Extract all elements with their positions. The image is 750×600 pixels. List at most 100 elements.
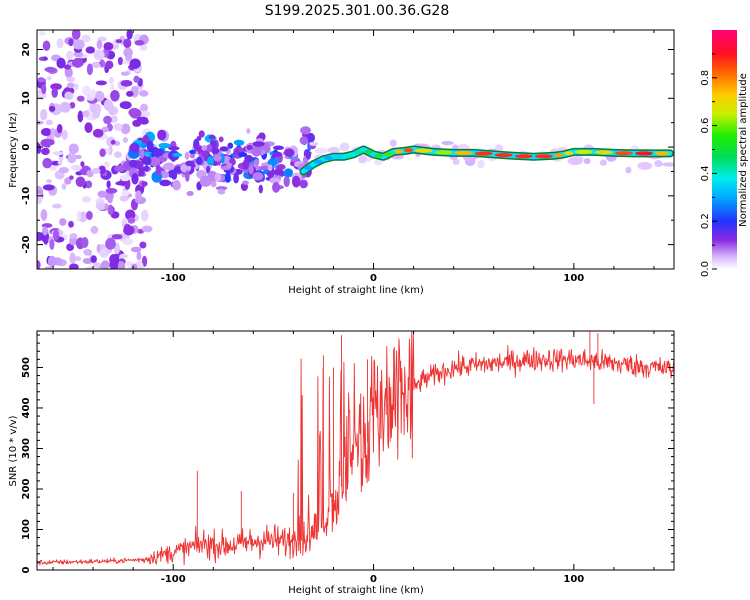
figure-title: S199.2025.301.00.36.G28 — [265, 3, 450, 19]
spectrogram-cell — [64, 177, 72, 185]
ridge-mark — [303, 165, 313, 170]
spectrogram-cell — [122, 137, 129, 143]
spectrogram-cell — [220, 152, 225, 164]
spectrogram-cell — [134, 39, 145, 46]
spectrogram-cell — [74, 83, 79, 91]
spectrogram-y-label: Frequency (Hz) — [8, 112, 19, 188]
spectrogram-cell — [90, 225, 99, 234]
ridge-marks — [303, 148, 670, 170]
spectrogram-cell — [113, 151, 122, 159]
tick-label: -100 — [161, 273, 186, 284]
spectrogram-cell — [213, 154, 222, 162]
spectrogram-cell — [56, 37, 64, 49]
spectrogram-cell — [140, 110, 151, 118]
spectrogram-cell — [72, 39, 85, 50]
spectrogram-cell — [253, 158, 260, 166]
spectrogram-cell — [110, 83, 115, 91]
spectrogram-cell — [237, 152, 248, 157]
spectrogram-frame — [36, 29, 675, 270]
spectrogram-cell — [83, 248, 93, 256]
spectrogram-cell — [64, 91, 73, 100]
ridge-mark — [394, 149, 404, 154]
spectrogram-cell — [64, 66, 73, 79]
spectrogram-cell — [139, 241, 147, 249]
spectrogram-cell — [218, 136, 224, 143]
ridge-mark — [414, 148, 433, 153]
spectrogram-cell — [251, 145, 262, 157]
spectrogram-cell — [227, 142, 234, 149]
spectrogram-cell — [40, 108, 48, 121]
tick-label: 0.8 — [700, 70, 711, 86]
spectrogram-cell — [52, 203, 62, 209]
spectrogram-cell — [46, 76, 52, 81]
ridge-mark — [344, 153, 353, 158]
spectrogram-cell — [291, 175, 301, 188]
spectrogram-cell — [37, 120, 44, 125]
spectrogram-cell — [327, 146, 340, 154]
spectrogram-cell — [138, 166, 146, 172]
spectrogram-cell — [252, 141, 265, 147]
spectrogram-cell — [583, 158, 591, 164]
spectrogram-cell — [224, 171, 231, 183]
spectrogram-cell — [123, 225, 135, 236]
spectrogram-cell — [43, 235, 49, 245]
spectrogram-cell — [115, 181, 127, 186]
spectrogram-cell — [67, 153, 77, 164]
spectrogram-cell — [140, 142, 147, 149]
spectrogram-cell — [96, 243, 101, 254]
ridge-mark — [324, 156, 333, 160]
spectrogram-cell — [138, 90, 149, 97]
spectrogram-cell — [283, 175, 290, 188]
spectrogram-cell — [94, 103, 102, 115]
spectrogram-cell — [104, 204, 109, 210]
spectrogram-cell — [59, 218, 67, 226]
spectrogram-cell — [109, 77, 114, 84]
spectrogram-cell — [246, 128, 251, 134]
spectrogram-cell — [196, 156, 203, 165]
spectrogram-cell — [50, 127, 56, 139]
spectrogram-cell — [208, 134, 216, 140]
spectrogram-cells — [37, 30, 674, 269]
spectrogram-cell — [85, 46, 96, 54]
spectrogram-cell — [81, 237, 89, 248]
spectrogram-cell — [201, 144, 208, 151]
spectrogram-cell — [185, 170, 190, 182]
spectrogram-cell — [452, 158, 460, 166]
spectrogram-cell — [120, 71, 130, 76]
tick-label: 200 — [21, 479, 32, 500]
spectrogram-cell — [91, 167, 101, 174]
spectrogram-cell — [82, 257, 92, 265]
spectrogram-cell — [283, 168, 294, 176]
spectrogram-cell — [42, 226, 49, 236]
spectrogram-cell — [68, 38, 74, 47]
spectrogram-cell — [115, 39, 123, 44]
spectrogram-cell — [71, 57, 84, 68]
spectrogram-cell — [42, 184, 55, 191]
spectrogram-cell — [66, 76, 76, 83]
spectrogram-cell — [74, 256, 82, 262]
spectrogram-cell — [37, 260, 41, 269]
spectrogram-cell — [68, 143, 79, 155]
spectrogram-cell — [135, 190, 142, 201]
colorbar-ticks: 0.0 0.2 0.4 0.6 0.8 — [700, 53, 717, 277]
colorbar: 0.0 0.2 0.4 0.6 0.8 Normalized spectral ampl… — [700, 30, 749, 277]
snr-y-label: SNR (10 * v/v) — [8, 415, 19, 486]
spectrogram-cell — [637, 161, 653, 170]
spectrogram-cell — [59, 101, 71, 113]
spectrogram-cell — [299, 136, 309, 145]
spectrogram-cell — [114, 165, 126, 173]
tick-label: -20 — [21, 236, 32, 254]
spectrogram-cell — [141, 181, 148, 187]
spectrogram-cell — [314, 147, 329, 154]
spectrogram-cell — [68, 220, 74, 228]
ridge-mark — [313, 159, 323, 164]
spectrogram-cell — [52, 151, 64, 156]
spectrogram-cell — [389, 139, 397, 147]
spectrogram-cell — [120, 79, 133, 87]
spectrogram-cell — [139, 148, 145, 159]
ridge-mark — [434, 150, 453, 155]
snr-panel: -100 0 100 0 100 200 300 400 500 Height of strai… — [8, 330, 675, 596]
ridge-mark — [654, 151, 670, 156]
